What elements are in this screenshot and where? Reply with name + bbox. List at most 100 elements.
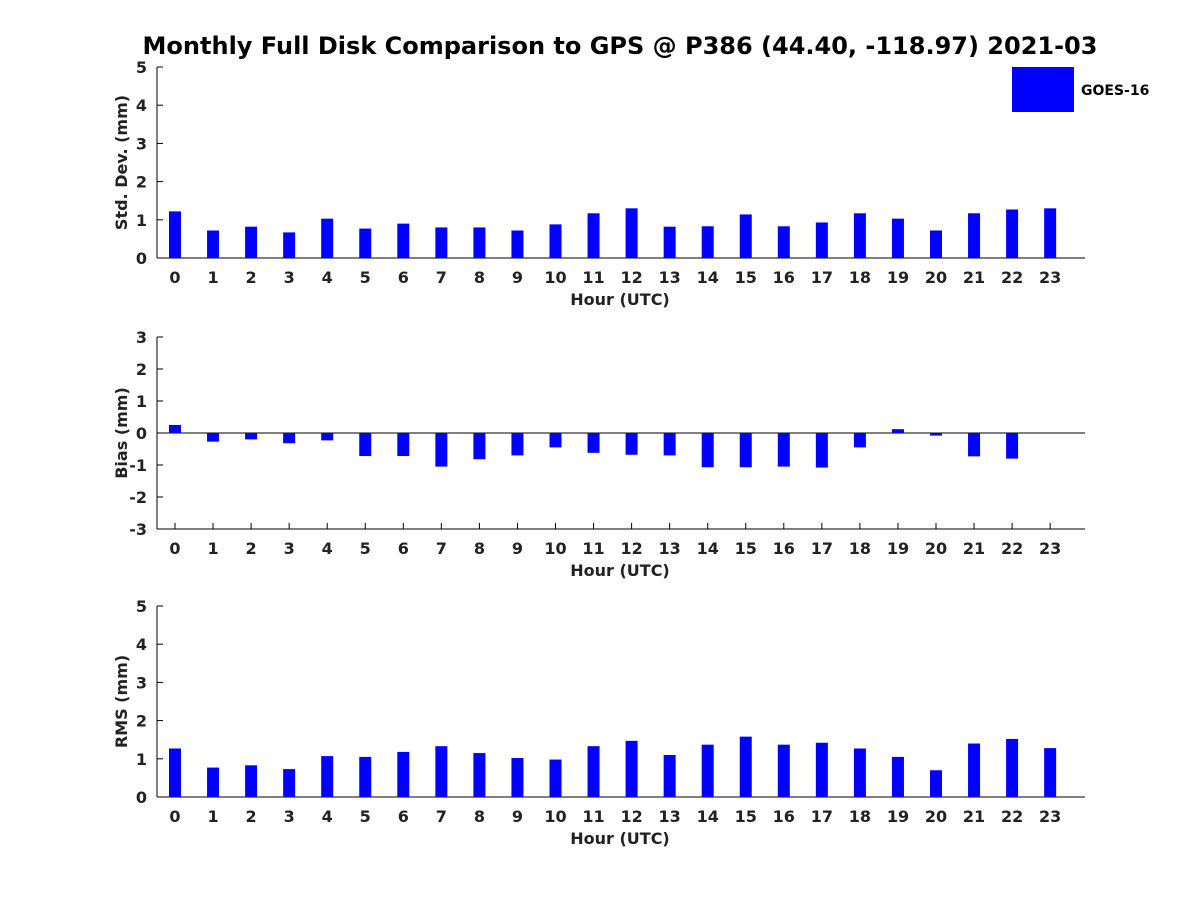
x-tick-label: 14 [697,268,719,287]
x-tick-label: 23 [1039,268,1061,287]
x-tick-label: 18 [849,807,871,826]
x-tick-label: 7 [436,268,447,287]
bar [701,744,714,797]
bar [968,213,981,258]
bar [663,754,676,797]
y-tick-label: 1 [136,392,147,411]
y-tick-label: 4 [136,635,147,654]
bar [283,433,296,444]
x-tick-label: 6 [398,268,409,287]
y-tick-label: 0 [136,249,147,268]
x-tick-label: 22 [1001,807,1023,826]
x-tick-label: 13 [659,807,681,826]
x-tick-label: 1 [207,268,218,287]
y-tick-label: 3 [136,134,147,153]
x-tick-label: 12 [620,539,642,558]
x-tick-label: 14 [697,539,719,558]
bar [245,765,258,797]
bar [625,208,638,258]
x-tick-label: 15 [735,807,757,826]
x-tick-label: 18 [849,268,871,287]
x-axis-label: Hour (UTC) [570,561,670,580]
x-tick-label: 2 [246,539,257,558]
bar [283,769,296,797]
bar [968,433,981,457]
bar [891,756,904,797]
bar [435,433,448,467]
bar [549,224,562,258]
bar [853,213,866,258]
y-tick-label: 5 [136,597,147,616]
x-tick-label: 7 [436,807,447,826]
x-tick-label: 22 [1001,268,1023,287]
bar [815,433,828,468]
bar [891,218,904,258]
y-tick-label: 2 [136,360,147,379]
bar [359,228,372,258]
bar [169,748,181,797]
x-tick-label: 11 [582,539,604,558]
bar [663,433,676,456]
bar [359,433,372,457]
x-tick-label: 18 [849,539,871,558]
y-tick-label: 1 [136,211,147,230]
bar [815,222,828,258]
x-tick-label: 12 [620,268,642,287]
bar [435,746,448,797]
x-tick-label: 20 [925,539,947,558]
bar [1006,433,1019,459]
x-tick-label: 20 [925,807,947,826]
bar [891,429,904,433]
bar [511,230,524,258]
bar [473,433,486,460]
x-tick-label: 13 [659,268,681,287]
bar [207,230,220,258]
x-tick-label: 12 [620,807,642,826]
bar [283,232,296,258]
x-tick-label: 19 [887,268,909,287]
bar [169,211,181,258]
x-tick-label: 15 [735,268,757,287]
bar [207,433,220,442]
bar [359,756,372,797]
bar [853,748,866,797]
bar [587,433,600,453]
x-tick-label: 0 [169,539,180,558]
bar [549,433,562,448]
x-tick-label: 1 [207,539,218,558]
x-tick-label: 8 [474,807,485,826]
x-tick-label: 16 [773,807,795,826]
x-tick-label: 16 [773,268,795,287]
y-tick-label: -3 [129,520,147,539]
y-tick-label: -1 [129,456,147,475]
x-tick-label: 2 [246,268,257,287]
x-tick-label: 22 [1001,539,1023,558]
x-tick-label: 8 [474,268,485,287]
x-tick-label: 10 [544,268,566,287]
bar [397,433,410,457]
x-tick-label: 21 [963,539,985,558]
bar [397,223,410,258]
x-tick-label: 5 [360,539,371,558]
chart-title: Monthly Full Disk Comparison to GPS @ P3… [143,32,1098,60]
bar [245,226,258,258]
x-tick-label: 3 [284,539,295,558]
x-tick-label: 2 [246,807,257,826]
x-tick-label: 4 [322,539,333,558]
bar [245,433,258,440]
x-tick-label: 14 [697,807,719,826]
bar [511,758,524,797]
x-axis-label: Hour (UTC) [570,829,670,848]
bar [777,226,790,258]
bar [321,433,334,441]
y-tick-label: 3 [136,328,147,347]
x-tick-label: 1 [207,807,218,826]
bar [1006,209,1019,258]
bar [587,213,600,258]
bar [397,751,410,797]
bar [815,742,828,797]
bar [930,770,942,797]
